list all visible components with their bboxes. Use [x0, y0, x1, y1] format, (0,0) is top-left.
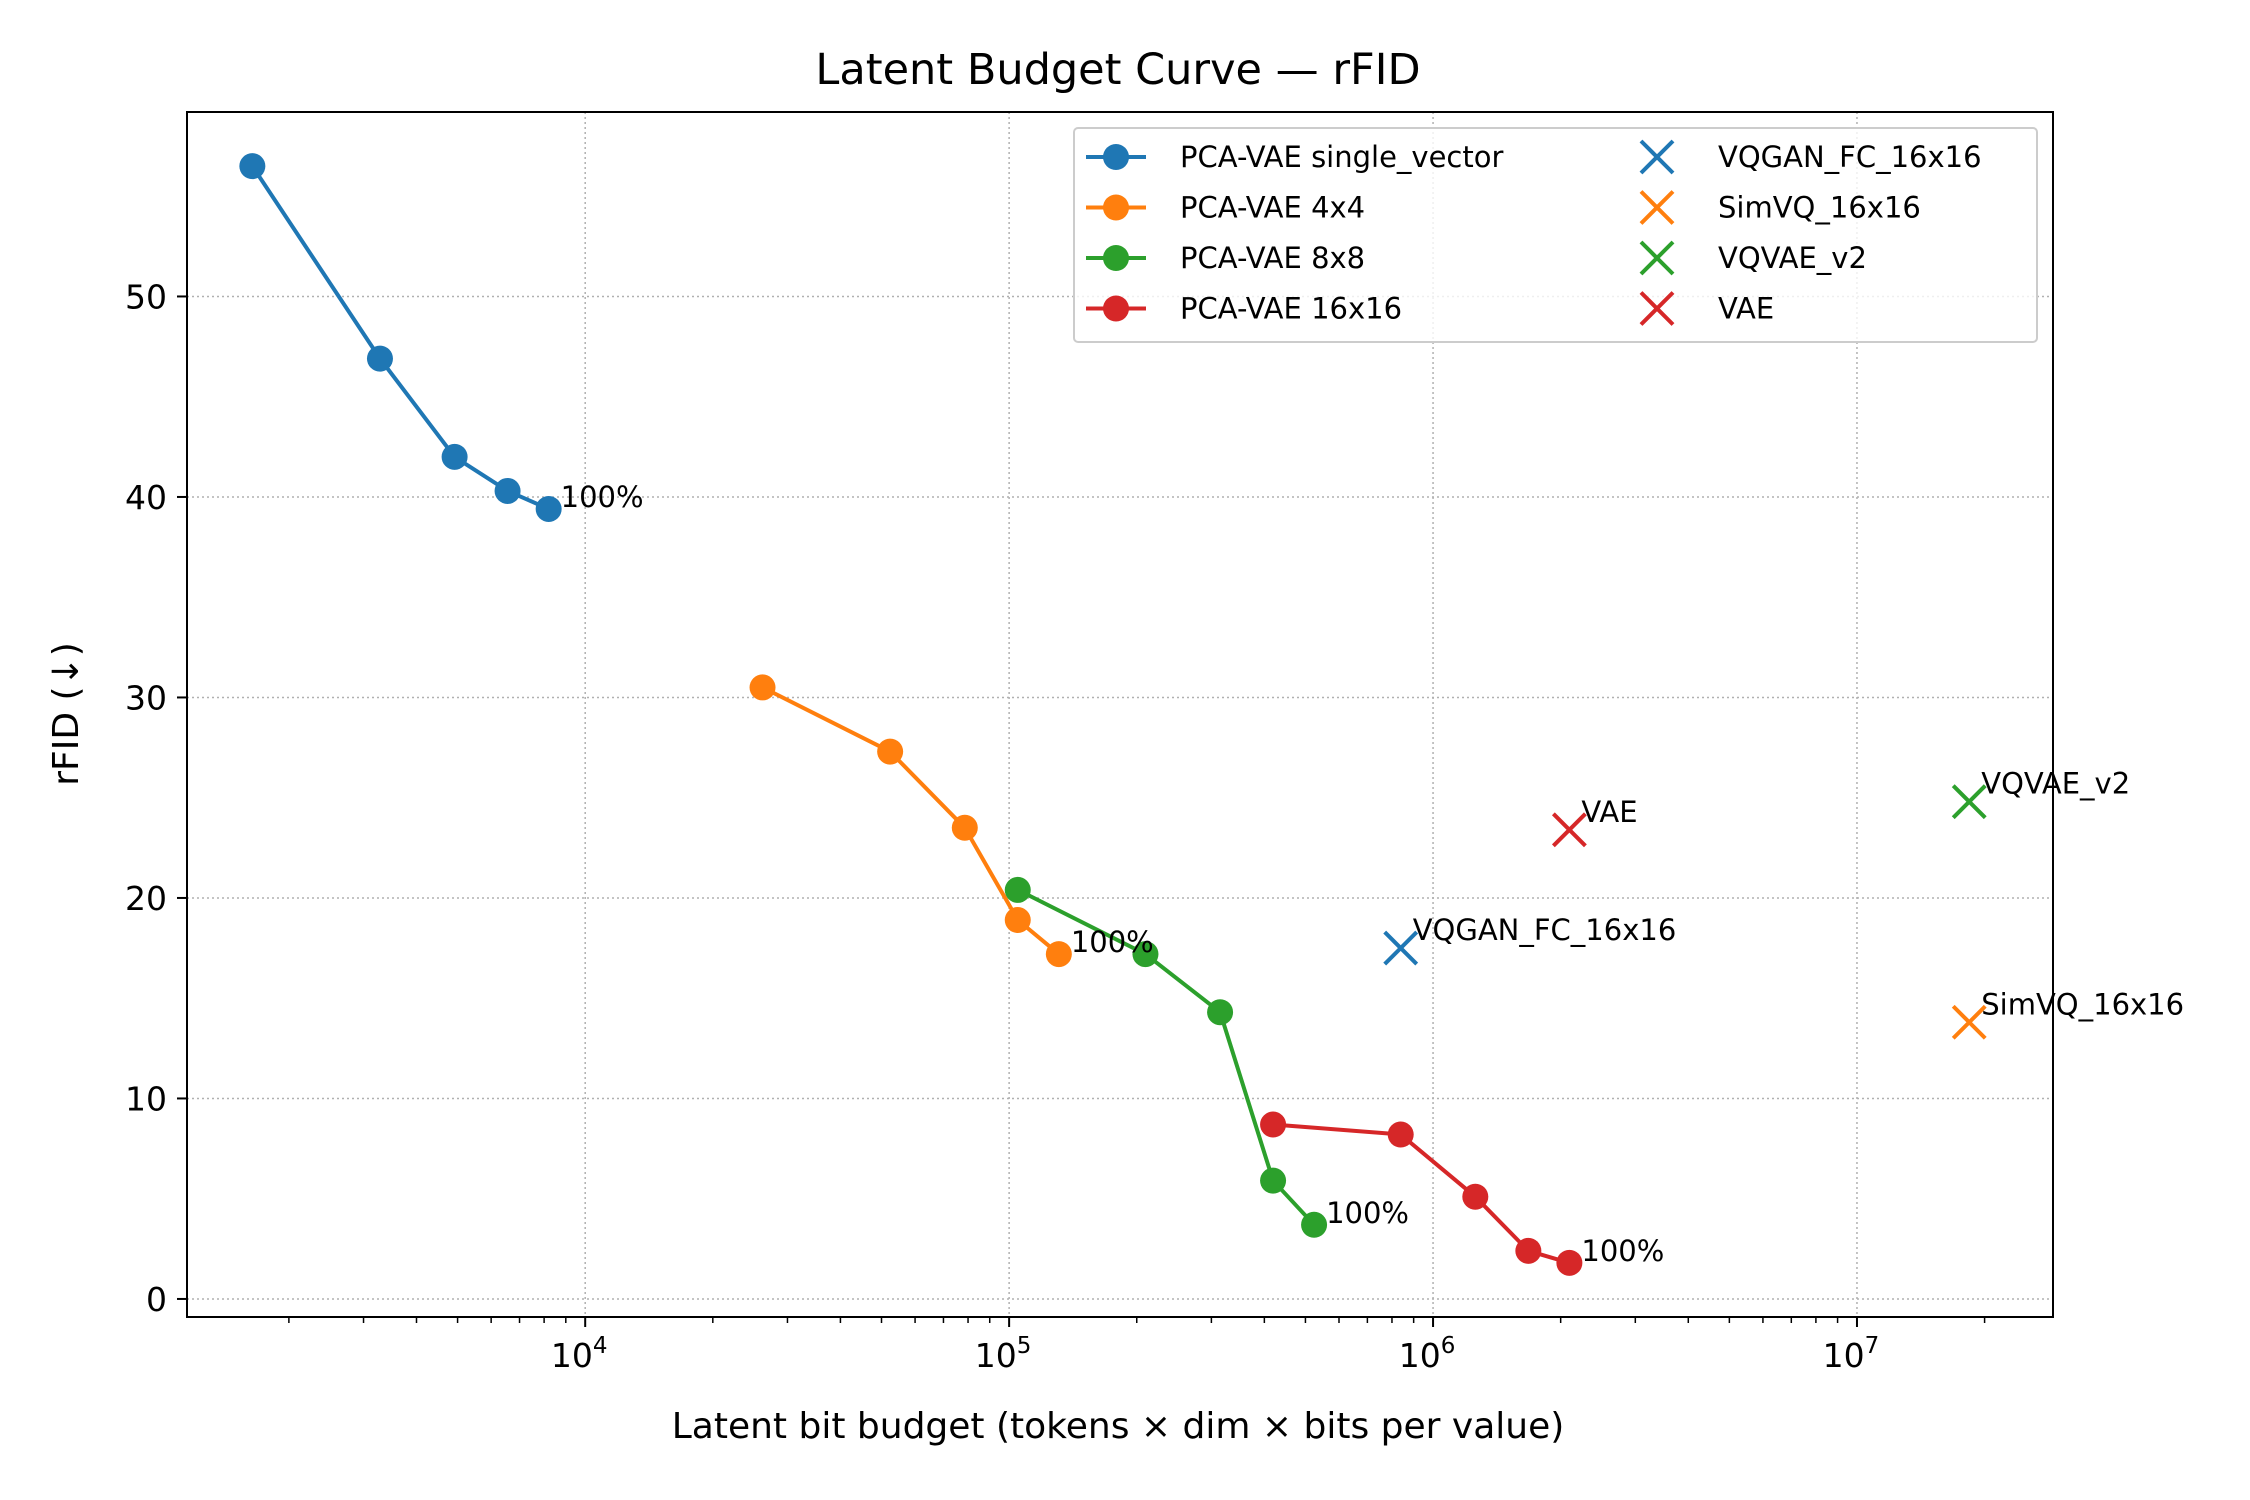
- legend-label: VQGAN_FC_16x16: [1718, 140, 1982, 174]
- legend-marker: [1103, 245, 1129, 271]
- series-point: [1301, 1211, 1328, 1238]
- end-label: 100%: [1326, 1196, 1409, 1230]
- baseline-label: VQVAE_v2: [1981, 767, 2130, 801]
- legend-marker: [1639, 190, 1675, 225]
- legend-label: VQVAE_v2: [1718, 241, 1867, 275]
- x-tick-label: 105: [975, 1333, 1032, 1375]
- baseline-point: [1951, 784, 1987, 820]
- series-point: [1207, 999, 1234, 1026]
- y-tick-label: 50: [125, 277, 167, 316]
- y-tick-label: 20: [125, 879, 167, 918]
- baseline-point: [1951, 1004, 1987, 1040]
- series-layer: [239, 153, 1987, 1276]
- x-marker-stroke: [1951, 1004, 1987, 1040]
- baseline-label: VQGAN_FC_16x16: [1413, 913, 1677, 947]
- baseline-point: [1551, 812, 1587, 848]
- series-point: [1132, 941, 1159, 968]
- y-axis-label: rFID (↓): [46, 642, 87, 786]
- series-point: [877, 738, 904, 765]
- series-point: [1462, 1183, 1489, 1210]
- legend-marker: [1639, 291, 1675, 326]
- end-label: 100%: [561, 480, 644, 514]
- baseline-label: SimVQ_16x16: [1981, 987, 2184, 1021]
- series-point: [366, 345, 393, 372]
- legend-marker: [1103, 194, 1129, 221]
- series-line: [250, 164, 550, 511]
- legend-label: PCA-VAE single_vector: [1180, 140, 1503, 174]
- x-marker-stroke: [1639, 240, 1675, 276]
- baseline-point: [1383, 930, 1419, 966]
- legend-marker: [1639, 139, 1675, 175]
- legend-marker: [1103, 295, 1129, 322]
- series-point: [1387, 1121, 1414, 1148]
- x-marker-stroke: [1639, 190, 1675, 225]
- x-marker-stroke: [1383, 930, 1419, 966]
- legend-label: SimVQ_16x16: [1718, 191, 1921, 225]
- x-marker-stroke: [1951, 784, 1987, 820]
- series-point: [1004, 876, 1031, 903]
- series-point: [1004, 907, 1031, 934]
- series-point: [1515, 1237, 1542, 1264]
- series-point: [1260, 1167, 1287, 1194]
- series-point: [239, 153, 266, 180]
- x-marker-stroke: [1639, 139, 1675, 175]
- series-point: [441, 443, 468, 470]
- series-point: [535, 495, 562, 522]
- y-tick-label: 0: [146, 1280, 167, 1319]
- axis-ticks: 0 10 20 30 40 50 104 105 106 107: [125, 277, 1986, 1375]
- legend: PCA-VAE single_vector PCA-VAE 4x4 PCA-VAE …: [1073, 127, 2038, 343]
- legend-label: VAE: [1718, 292, 1774, 326]
- legend-marker: [1103, 144, 1129, 170]
- y-tick-label: 10: [125, 1079, 167, 1118]
- series-point: [494, 477, 521, 504]
- legend-box: [1073, 127, 2038, 343]
- x-tick-label: 107: [1823, 1333, 1880, 1375]
- series-point: [1045, 941, 1072, 968]
- x-axis-label: Latent bit budget (tokens × dim × bits p…: [672, 1406, 1565, 1447]
- y-tick-label: 30: [125, 678, 167, 717]
- y-tick-label: 40: [125, 478, 167, 517]
- x-tick-label: 104: [551, 1333, 608, 1375]
- end-label: 100%: [1581, 1234, 1664, 1268]
- annotation-layer: 100% 100% 100% 100% VQGAN_FC_16x16 SimVQ_16x1…: [561, 480, 2184, 1268]
- legend-label: PCA-VAE 8x8: [1180, 241, 1365, 275]
- baseline-label: VAE: [1581, 795, 1637, 829]
- x-marker-stroke: [1639, 291, 1675, 326]
- x-marker-stroke: [1551, 812, 1587, 848]
- end-label: 100%: [1071, 925, 1154, 959]
- chart-title: Latent Budget Curve — rFID: [815, 45, 1420, 95]
- legend-label: PCA-VAE 4x4: [1180, 191, 1365, 225]
- series-point: [749, 674, 776, 701]
- series-point: [1556, 1249, 1583, 1276]
- x-tick-label: 106: [1399, 1333, 1456, 1375]
- plot-frame: [186, 111, 2054, 1318]
- series-point: [951, 814, 978, 841]
- legend-label: PCA-VAE 16x16: [1180, 292, 1402, 326]
- legend-marker: [1639, 240, 1675, 276]
- series-point: [1260, 1111, 1287, 1138]
